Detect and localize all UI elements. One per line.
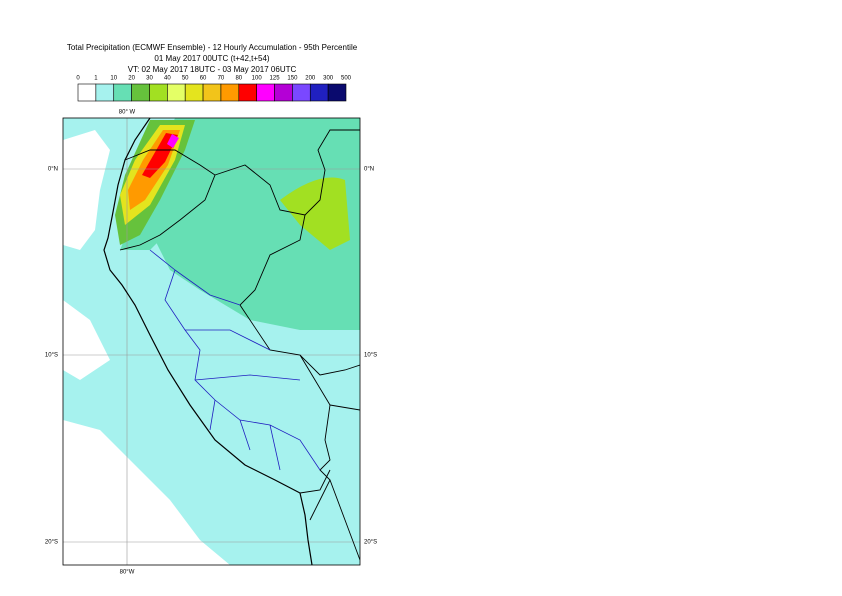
- legend-swatch: [327, 83, 347, 102]
- dry-area: [63, 130, 110, 250]
- legend-label: 20: [128, 76, 135, 82]
- lat-label: 20°S: [364, 540, 377, 546]
- map-area: [63, 118, 360, 565]
- border: [299, 404, 360, 561]
- legend-label: 70: [218, 76, 225, 82]
- border: [239, 214, 360, 376]
- valid-time: VT: 02 May 2017 18UTC - 03 May 2017 06UT…: [128, 65, 297, 74]
- legend-swatch: [292, 83, 311, 102]
- border: [119, 149, 216, 251]
- dry-area: [63, 300, 110, 380]
- precip-field: [280, 177, 350, 250]
- legend-label: 50: [182, 76, 189, 82]
- legend-label: 1: [94, 76, 98, 82]
- legend-swatch: [202, 83, 222, 102]
- border: [299, 354, 331, 521]
- color-legend: 0 1 10 20 30 40 50 60 70 80 100 125 150 200 300 500: [76, 76, 352, 102]
- map-frame: [62, 117, 361, 566]
- lon-label: 80° W: [119, 110, 136, 116]
- legend-label: 150: [287, 76, 298, 82]
- legend-label: 40: [164, 76, 171, 82]
- coastline: [103, 118, 313, 565]
- legend-swatch: [184, 83, 204, 102]
- legend-label: 30: [146, 76, 153, 82]
- lon-label: 80°W: [120, 570, 135, 576]
- lat-label: 0°N: [48, 167, 58, 173]
- legend-label: 60: [200, 76, 207, 82]
- lat-label: 10°S: [45, 353, 58, 359]
- legend-swatch: [220, 83, 240, 102]
- lat-label: 0°N: [364, 167, 374, 173]
- lat-label: 10°S: [364, 353, 377, 359]
- legend-swatch: [113, 83, 132, 102]
- precip-field: [167, 134, 179, 148]
- dry-area: [63, 420, 230, 565]
- legend-label: 125: [270, 76, 281, 82]
- legend-swatch: [309, 83, 329, 102]
- legend-label: 200: [305, 76, 316, 82]
- legend-swatch: [95, 83, 115, 102]
- run-time: 01 May 2017 00UTC (t+42,t+54): [154, 54, 270, 63]
- legend-label: 0: [76, 76, 80, 82]
- legend-label: 500: [341, 76, 352, 82]
- legend-swatch: [131, 83, 150, 102]
- legend-label: 80: [235, 76, 242, 82]
- legend-swatch: [77, 83, 97, 102]
- legend-swatch: [167, 83, 186, 102]
- province-border: [149, 249, 321, 471]
- legend-swatch: [149, 83, 168, 102]
- legend-label: 10: [110, 76, 117, 82]
- legend-swatch: [238, 83, 257, 102]
- border: [214, 129, 360, 216]
- legend-swatch: [256, 83, 275, 102]
- legend-swatch: [274, 83, 293, 102]
- lat-label: 20°S: [45, 540, 58, 546]
- title: Total Precipitation (ECMWF Ensemble) - 1…: [67, 43, 358, 52]
- legend-label: 100: [252, 76, 263, 82]
- legend-label: 300: [323, 76, 334, 82]
